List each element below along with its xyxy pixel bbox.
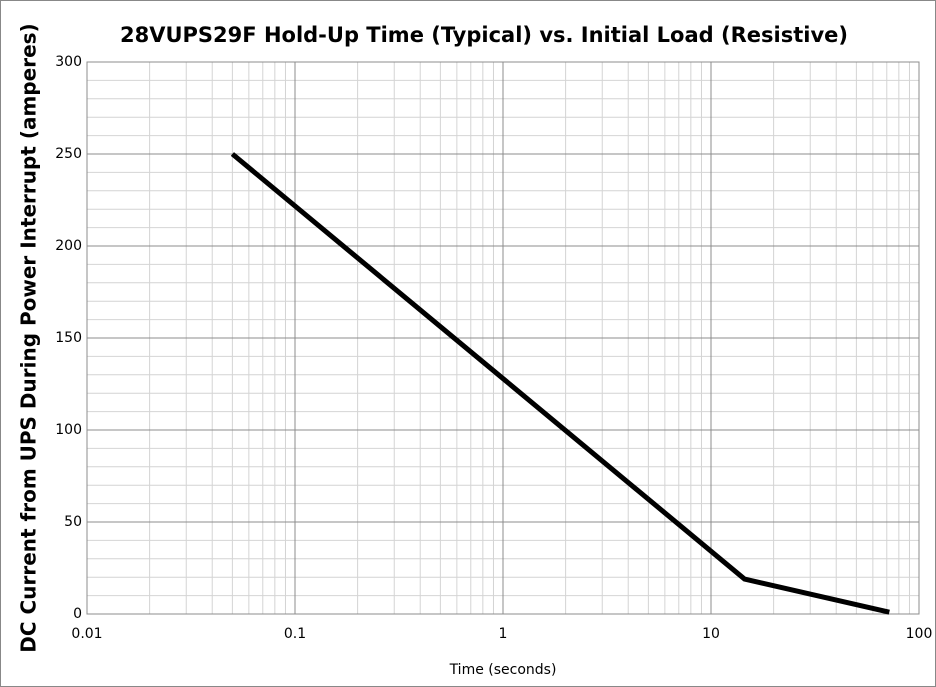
plot-frame [86,61,920,615]
y-tick-label: 50 [64,514,82,530]
y-tick-label: 0 [73,606,82,622]
chart-title: 28VUPS29F Hold-Up Time (Typical) vs. Ini… [120,23,848,47]
y-tick-label: 150 [55,330,82,346]
x-tick-label: 100 [906,626,933,642]
x-tick-label: 10 [702,626,720,642]
data-line [230,152,890,615]
x-axis-label: Time (seconds) [449,662,557,678]
y-tick-label: 100 [55,422,82,438]
y-tick-label: 250 [55,146,82,162]
x-tick-label: 0.1 [284,626,306,642]
y-axis-label: DC Current from UPS During Power Interru… [17,23,41,652]
x-tick-label: 0.01 [71,626,102,642]
y-tick-label: 200 [55,238,82,254]
y-tick-label: 300 [55,54,82,70]
x-tick-label: 1 [499,626,508,642]
